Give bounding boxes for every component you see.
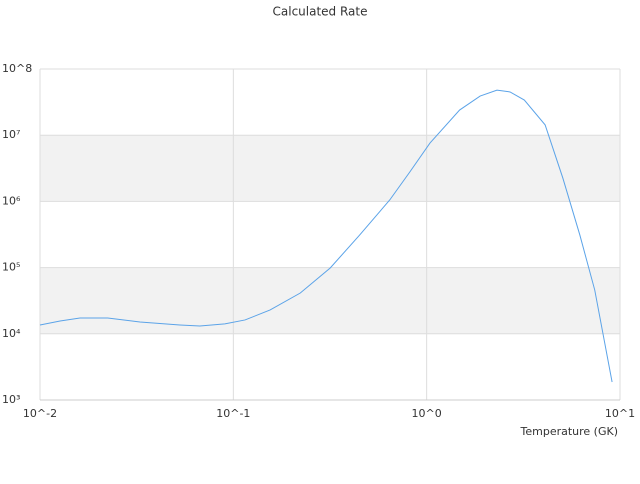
y-tick-label: 10⁶: [2, 194, 21, 207]
chart-title: Calculated Rate: [273, 5, 368, 19]
y-tick-label: 10^8: [2, 62, 32, 75]
grid-band: [40, 267, 620, 334]
y-tick-label: 10⁷: [2, 128, 20, 141]
y-tick-label: 10⁵: [2, 261, 20, 274]
x-tick-label: 10^-2: [23, 407, 57, 420]
x-tick-label: 10^0: [412, 407, 442, 420]
x-axis-label: Temperature (GK): [520, 425, 619, 438]
x-tick-label: 10^1: [605, 407, 635, 420]
data-line: [39, 89, 613, 383]
grid-band: [40, 135, 620, 202]
y-tick-label: 10⁴: [2, 327, 21, 340]
x-tick-label: 10^-1: [216, 407, 250, 420]
y-tick-label: 10³: [2, 393, 20, 406]
